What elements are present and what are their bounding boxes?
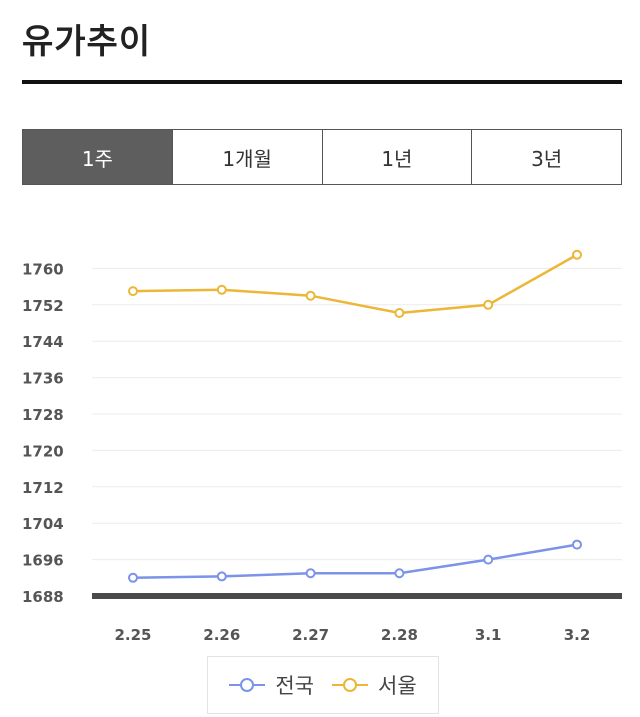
data-point[interactable] [216, 571, 227, 582]
data-point[interactable] [483, 299, 494, 310]
y-tick-label: 1688 [22, 588, 64, 606]
chart-legend: 전국 서울 [207, 656, 439, 714]
legend-label-national: 전국 [275, 674, 314, 698]
x-axis-line [92, 593, 622, 599]
data-point[interactable] [394, 307, 405, 318]
y-tick-label: 1760 [22, 260, 64, 278]
x-tick-label: 3.1 [475, 626, 502, 644]
data-point[interactable] [483, 554, 494, 565]
legend-label-seoul: 서울 [378, 674, 417, 698]
data-point[interactable] [305, 568, 316, 579]
x-tick-label: 2.25 [114, 626, 151, 644]
legend-item-seoul[interactable]: 서울 [332, 670, 417, 700]
y-tick-label: 1720 [22, 442, 64, 460]
x-tick-label: 2.26 [203, 626, 240, 644]
data-point[interactable] [572, 539, 582, 550]
series-line-0 [132, 543, 578, 580]
legend-national-marker-icon [229, 678, 266, 692]
y-tick-label: 1712 [22, 479, 64, 497]
y-tick-label: 1752 [22, 297, 64, 315]
data-point[interactable] [305, 290, 316, 301]
legend-item-national[interactable]: 전국 [229, 670, 314, 700]
data-point[interactable] [128, 286, 138, 297]
page-title: 유가추이 [22, 22, 152, 62]
series-line-1 [132, 253, 578, 315]
y-tick-label: 1696 [22, 552, 64, 570]
x-tick-label: 3.2 [564, 626, 591, 644]
tab-1-year[interactable]: 1년 [321, 130, 472, 184]
tab-3-years[interactable]: 3년 [471, 130, 621, 184]
data-point[interactable] [394, 568, 405, 579]
x-tick-label: 2.28 [381, 626, 418, 644]
period-tabs: 1주 1개월 1년 3년 [22, 129, 622, 185]
title-divider [22, 80, 622, 84]
tab-1-month[interactable]: 1개월 [171, 130, 322, 184]
data-point[interactable] [128, 572, 138, 583]
y-tick-label: 1744 [22, 333, 64, 351]
y-tick-label: 1704 [22, 515, 64, 533]
tab-1-week[interactable]: 1주 [23, 130, 172, 184]
x-tick-label: 2.27 [292, 626, 329, 644]
price-trend-chart: 1688 1696 1704 1712 1720 1728 1736 1744 1752 1760… [22, 249, 622, 644]
legend-seoul-marker-icon [332, 678, 368, 692]
y-tick-label: 1728 [22, 406, 64, 424]
data-point[interactable] [216, 284, 227, 295]
y-tick-label: 1736 [22, 370, 64, 388]
data-point[interactable] [572, 249, 582, 260]
